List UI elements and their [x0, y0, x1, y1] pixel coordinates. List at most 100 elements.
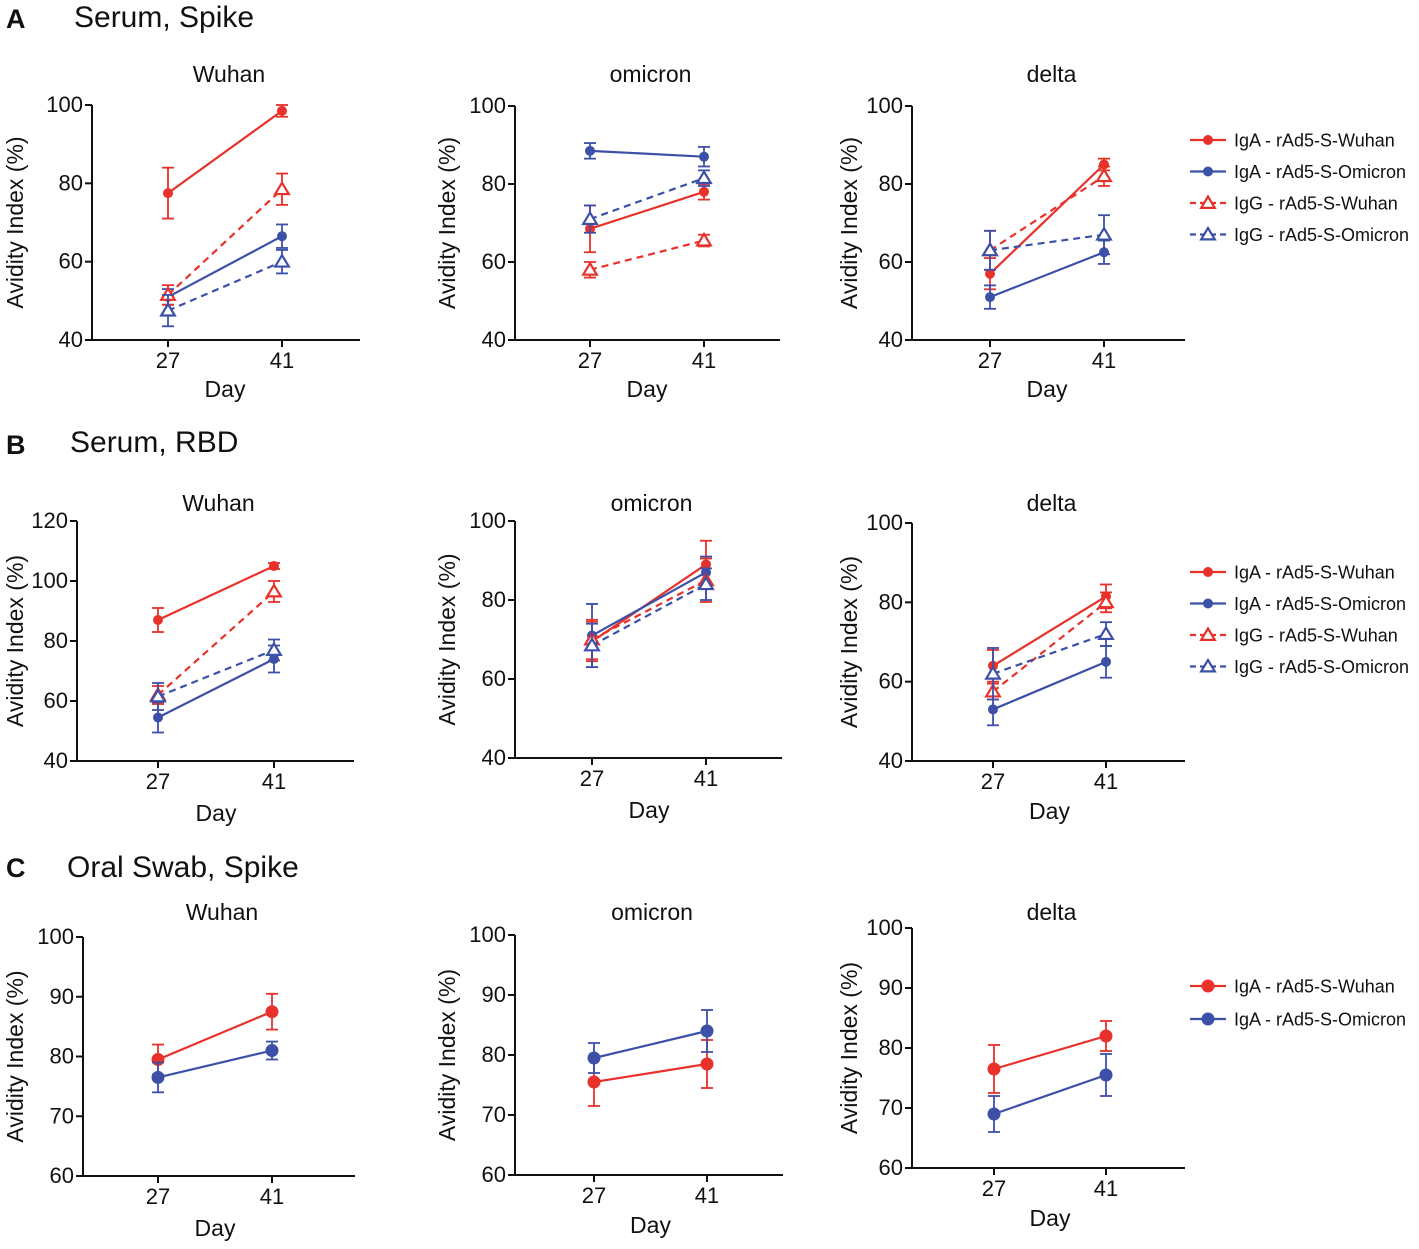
y-tick-label: 100 — [469, 93, 506, 118]
legend-marker — [1199, 657, 1217, 673]
data-point — [1099, 1068, 1113, 1082]
series-line — [167, 109, 283, 195]
series-iga-rad5-s-omicron — [987, 1053, 1113, 1133]
series-iga-rad5-s-omicron — [162, 223, 288, 306]
series-line — [993, 1034, 1107, 1071]
panel-letter-c: C — [6, 853, 26, 883]
chart-title: Wuhan — [186, 899, 258, 925]
x-tick-label: 41 — [1092, 348, 1116, 373]
chart-b-omicron: omicron 40 60 80 100 27 41 Day Avidity Index (%) — [434, 490, 782, 823]
series-iga-rad5-s-omicron — [152, 644, 280, 734]
legend-item-iga-rad5-s-omicron: IgA - rAd5-S-Omicron — [1190, 1010, 1406, 1030]
data-point — [585, 145, 595, 156]
y-axis-label: Avidity Index (%) — [836, 962, 862, 1134]
series-line — [989, 233, 1105, 252]
legend-label: IgA - rAd5-S-Omicron — [1234, 162, 1406, 182]
y-axis-label: Avidity Index (%) — [2, 136, 28, 308]
panel-title-b: Serum, RBD — [70, 426, 238, 459]
chart-title: Wuhan — [193, 61, 265, 87]
series-line — [992, 660, 1107, 711]
y-tick-label: 40 — [44, 748, 68, 773]
legend-marker — [1203, 567, 1213, 577]
y-tick-label: 80 — [879, 589, 903, 614]
data-point — [159, 301, 177, 317]
series-line — [992, 595, 1107, 667]
y-axis-label: Avidity Index (%) — [434, 553, 460, 725]
series-line — [167, 260, 283, 312]
legend-label: IgA - rAd5-S-Wuhan — [1234, 131, 1395, 151]
series-line — [591, 579, 707, 641]
series-line — [589, 190, 705, 230]
series-line — [589, 177, 705, 221]
series-iga-rad5-s-omicron — [584, 142, 710, 168]
chart-b-delta: delta 40 60 80 100 27 41 Day Avidity Index (%) — [836, 490, 1185, 824]
data-point — [587, 1075, 601, 1089]
series-line — [989, 163, 1105, 275]
data-point — [163, 188, 173, 199]
series-iga-rad5-s-omicron — [984, 239, 1110, 310]
chart-c-wuhan: Wuhan 60 70 80 90 100 27 41 Day Avidity Index (%) — [2, 899, 355, 1241]
chart-title: delta — [1027, 899, 1077, 925]
data-point — [277, 105, 287, 116]
data-point — [265, 1005, 279, 1019]
legend-item-iga-rad5-s-omicron: IgA - rAd5-S-Omicron — [1190, 594, 1406, 614]
chart-title: Wuhan — [182, 490, 254, 516]
series-iga-rad5-s-wuhan — [587, 1039, 714, 1107]
data-point — [153, 615, 163, 625]
series-line — [157, 565, 275, 621]
y-tick-label: 80 — [482, 587, 506, 612]
data-point — [695, 231, 713, 247]
series-line — [157, 590, 275, 696]
series-line — [167, 235, 283, 298]
data-point — [265, 1044, 279, 1058]
legend-item-igg-rad5-s-omicron: IgG - rAd5-S-Omicron — [1190, 657, 1409, 677]
panel-title-a: Serum, Spike — [74, 1, 254, 34]
series-line — [992, 601, 1107, 693]
data-point — [697, 575, 715, 591]
y-axis-label: Avidity Index (%) — [836, 556, 862, 728]
y-tick-label: 80 — [482, 1042, 506, 1067]
y-tick-label: 120 — [31, 508, 68, 533]
data-point — [1095, 167, 1113, 183]
data-point — [153, 712, 163, 723]
x-axis-label: Day — [1030, 1205, 1071, 1231]
data-point — [265, 582, 283, 598]
series-line — [593, 1029, 708, 1060]
x-tick-label: 41 — [262, 769, 286, 794]
chart-b-wuhan: Wuhan 40 60 80 100 120 27 41 Day Avidity Index (%… — [2, 490, 354, 826]
legend-marker — [1199, 194, 1217, 209]
y-tick-label: 60 — [44, 688, 68, 713]
y-tick-label: 60 — [879, 669, 903, 694]
chart-a-delta: delta 40 60 80 100 27 41 Day Avidity Index (%) — [836, 61, 1185, 402]
legend-marker — [1203, 135, 1213, 145]
legend-item-iga-rad5-s-omicron: IgA - rAd5-S-Omicron — [1190, 162, 1406, 182]
series-line — [157, 1010, 273, 1061]
y-tick-label: 90 — [482, 982, 506, 1007]
series-igg-rad5-s-omicron — [981, 214, 1113, 271]
x-axis-label: Day — [1029, 798, 1070, 824]
chart-title: omicron — [611, 490, 693, 516]
x-axis-label: Day — [630, 1212, 671, 1238]
x-tick-label: 27 — [578, 348, 602, 373]
y-tick-label: 100 — [866, 915, 903, 940]
x-tick-label: 41 — [270, 348, 294, 373]
series-iga-rad5-s-wuhan — [987, 1020, 1113, 1094]
legend-label: IgA - rAd5-S-Omicron — [1234, 1010, 1406, 1030]
y-tick-label: 40 — [482, 745, 506, 770]
x-tick-label: 41 — [692, 348, 716, 373]
x-axis-label: Day — [205, 376, 246, 402]
data-point — [985, 292, 995, 303]
legend-item-igg-rad5-s-wuhan: IgG - rAd5-S-Wuhan — [1190, 194, 1398, 214]
chart-c-delta: delta 60 70 80 90 100 27 41 Day Avidity Index (%) — [836, 899, 1185, 1231]
legend-item-igg-rad5-s-wuhan: IgG - rAd5-S-Wuhan — [1190, 626, 1398, 646]
y-tick-label: 80 — [879, 1035, 903, 1060]
data-point — [984, 665, 1002, 680]
series-line — [157, 1049, 273, 1079]
data-point — [581, 261, 599, 276]
y-axis-label: Avidity Index (%) — [2, 555, 28, 727]
panel-letter-b: B — [6, 430, 26, 460]
legend-label: IgA - rAd5-S-Wuhan — [1234, 563, 1395, 583]
data-point — [273, 180, 291, 196]
series-line — [589, 149, 705, 158]
